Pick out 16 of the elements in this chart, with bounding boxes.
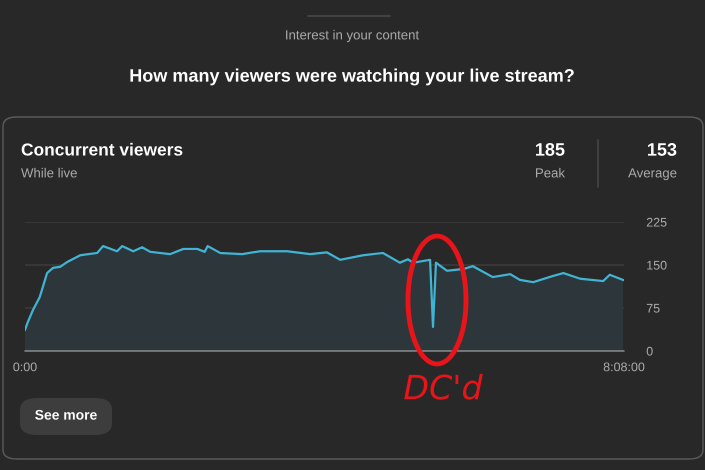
x-tick-label: 0:00 [13, 362, 37, 372]
text: 185 [536, 143, 564, 156]
x-tick-label: 8:08:00 [604, 362, 644, 372]
text: Average [628, 168, 676, 180]
y-tick-label: 75 [646, 304, 660, 313]
text: 153 [648, 143, 676, 156]
y-tick-label: 0 [646, 346, 653, 356]
y-tick-label: 150 [647, 260, 667, 270]
text: Interest in your content [286, 30, 420, 42]
text: See more [35, 410, 97, 420]
chart-title: Concurrent viewers [22, 142, 182, 156]
chart-subtitle: While live [21, 168, 77, 178]
text: DC'd [404, 374, 483, 400]
y-tick-label: 225 [646, 218, 667, 227]
text: Peak [536, 168, 566, 178]
text: How many viewers were watching your live stream? [130, 68, 574, 86]
